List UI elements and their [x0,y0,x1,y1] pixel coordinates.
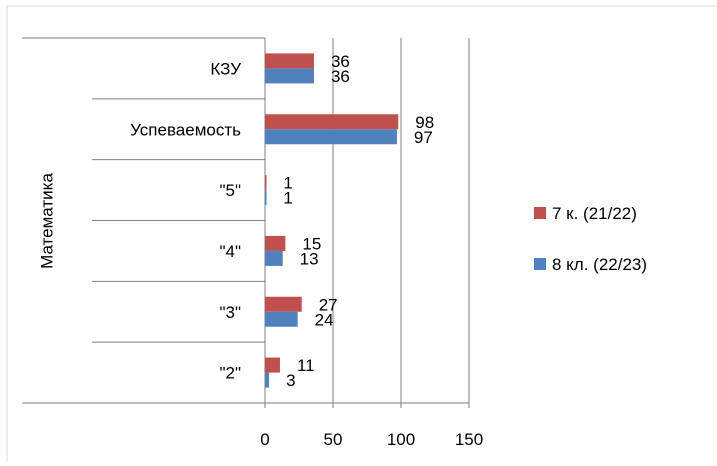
x-tick-label: 150 [455,430,483,449]
bar-series-1 [265,114,399,130]
bar-series-1 [265,357,280,373]
data-label: 1 [283,189,292,208]
data-label: 1 [283,174,292,193]
bar-series-1 [265,175,267,191]
category-label: "2" [219,364,241,383]
x-tick-labels: 0 50 100 150 [260,430,483,449]
legend-label: 7 к. (21/22) [552,204,637,223]
data-label: 27 [319,295,338,314]
bar-series-1 [265,296,302,312]
data-label: 11 [297,356,315,375]
bar-series-2 [265,190,267,206]
data-label: 24 [315,310,334,329]
gridlines [332,38,470,403]
legend-label: 8 кл. (22/23) [552,255,647,274]
bar-series-2 [265,372,270,388]
data-label: 36 [331,52,350,71]
data-label: 36 [331,67,350,86]
x-tick-label: 0 [260,430,269,449]
category-label: "5" [219,181,241,200]
category-label: КЗУ [210,59,241,78]
data-label: 3 [286,371,295,390]
bar-series-1 [265,53,314,69]
data-label: 15 [302,234,321,253]
bar-series-2 [265,68,314,84]
data-label: 97 [414,128,433,147]
bar-series-2 [265,311,298,327]
bars [265,53,399,388]
category-label: Успеваемость [130,120,241,139]
data-label: 13 [300,249,319,268]
category-labels: КЗУ Успеваемость "5" "4" "3" "2" [130,59,241,382]
bar-series-2 [265,250,283,266]
legend-swatch [534,258,546,270]
category-label: "4" [219,242,241,261]
x-tick-label: 50 [324,430,343,449]
bar-series-2 [265,129,397,145]
bar-series-1 [265,235,286,251]
legend-swatch [534,207,546,219]
group-label: Математика [37,173,56,269]
x-tick-label: 100 [387,430,415,449]
axes [22,37,470,408]
legend: 7 к. (21/22) 8 кл. (22/23) [534,204,647,274]
category-label: "3" [219,303,241,322]
data-label: 98 [415,113,434,132]
